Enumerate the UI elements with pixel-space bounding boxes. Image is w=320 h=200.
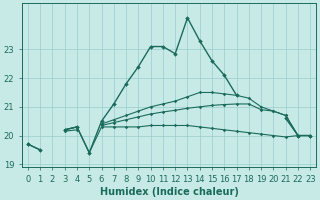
X-axis label: Humidex (Indice chaleur): Humidex (Indice chaleur) bbox=[100, 187, 238, 197]
